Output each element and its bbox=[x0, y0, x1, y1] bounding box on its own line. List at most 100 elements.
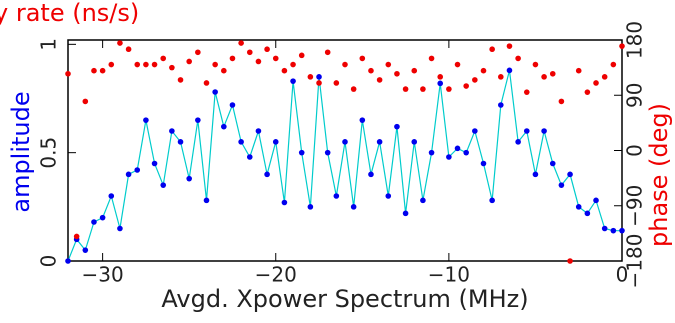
data-point bbox=[229, 102, 236, 108]
data-point bbox=[523, 89, 530, 95]
data-point bbox=[65, 70, 71, 77]
data-point bbox=[575, 204, 582, 210]
data-point bbox=[169, 64, 175, 71]
data-point bbox=[73, 233, 80, 240]
data-point bbox=[523, 128, 530, 134]
y2-tick-label: 180 bbox=[623, 21, 647, 59]
data-point bbox=[272, 139, 279, 145]
data-point bbox=[212, 61, 218, 68]
x-tick-label: −30 bbox=[82, 263, 124, 287]
data-point bbox=[472, 77, 478, 83]
data-point bbox=[246, 154, 253, 160]
data-point bbox=[541, 74, 547, 80]
data-point bbox=[125, 171, 132, 178]
data-point bbox=[498, 102, 504, 108]
y-tick-label: 0.5 bbox=[37, 137, 61, 169]
data-point bbox=[567, 258, 573, 264]
data-point bbox=[333, 193, 340, 199]
data-point bbox=[350, 86, 357, 92]
x-tick-label: 0 bbox=[616, 263, 629, 287]
data-point bbox=[359, 55, 366, 62]
data-point bbox=[333, 80, 340, 86]
data-point bbox=[498, 74, 504, 80]
data-point bbox=[515, 139, 521, 145]
data-point bbox=[324, 49, 331, 56]
data-point bbox=[298, 149, 305, 156]
plot-frame bbox=[67, 39, 623, 262]
data-point bbox=[454, 145, 461, 152]
data-point bbox=[610, 227, 617, 234]
data-point bbox=[99, 67, 106, 74]
data-point bbox=[385, 193, 392, 199]
data-point bbox=[316, 74, 322, 80]
data-point bbox=[420, 197, 426, 204]
data-point bbox=[91, 219, 97, 225]
data-point bbox=[368, 67, 374, 74]
data-point bbox=[463, 149, 469, 156]
data-point bbox=[203, 197, 210, 204]
x-axis-label: Avgd. Xpower Spectrum (MHz) bbox=[161, 285, 528, 313]
data-point bbox=[359, 117, 366, 123]
data-point bbox=[532, 171, 539, 178]
data-point bbox=[601, 225, 608, 232]
data-point bbox=[480, 160, 487, 167]
data-point bbox=[394, 70, 400, 77]
data-point bbox=[195, 49, 201, 56]
data-point bbox=[186, 58, 192, 65]
data-point bbox=[446, 86, 452, 92]
data-point bbox=[567, 171, 573, 178]
data-point bbox=[264, 171, 270, 178]
data-point bbox=[402, 210, 409, 217]
data-point bbox=[143, 117, 149, 123]
data-point bbox=[584, 210, 591, 217]
data-point bbox=[316, 80, 322, 86]
data-point bbox=[151, 160, 158, 167]
x-tick-label: −20 bbox=[255, 263, 297, 287]
data-point bbox=[151, 61, 158, 68]
data-point bbox=[506, 67, 513, 74]
data-point bbox=[281, 67, 288, 74]
data-point bbox=[290, 78, 296, 84]
data-point bbox=[177, 139, 184, 145]
data-point bbox=[506, 43, 513, 49]
data-point bbox=[420, 86, 426, 92]
data-point bbox=[186, 175, 192, 182]
data-point bbox=[575, 67, 582, 74]
data-point bbox=[307, 74, 314, 80]
data-point bbox=[65, 258, 71, 264]
data-point bbox=[558, 98, 565, 105]
data-point bbox=[385, 61, 392, 68]
data-point bbox=[290, 61, 296, 68]
data-point bbox=[463, 83, 469, 89]
data-point bbox=[212, 89, 218, 95]
data-point bbox=[160, 55, 167, 62]
y2-tick-label: 0 bbox=[623, 144, 647, 157]
data-point bbox=[558, 182, 565, 188]
x-tick-label: −10 bbox=[428, 263, 470, 287]
data-point bbox=[541, 128, 547, 134]
data-point bbox=[221, 123, 227, 130]
data-point bbox=[376, 77, 383, 83]
data-point bbox=[125, 46, 132, 53]
data-point bbox=[350, 204, 357, 210]
data-point bbox=[437, 80, 444, 87]
data-point bbox=[532, 61, 539, 68]
data-point bbox=[229, 55, 236, 62]
data-point bbox=[472, 128, 478, 134]
data-point bbox=[238, 40, 244, 46]
y-axis-label: amplitude bbox=[7, 91, 35, 212]
data-point bbox=[411, 139, 418, 145]
data-point bbox=[281, 199, 288, 206]
data-point bbox=[82, 247, 89, 253]
data-point bbox=[593, 80, 599, 86]
data-point bbox=[264, 46, 270, 53]
y2-tick-label: −180 bbox=[623, 234, 647, 289]
data-point bbox=[91, 67, 97, 74]
data-point bbox=[402, 86, 409, 92]
data-point bbox=[619, 43, 625, 49]
data-point bbox=[177, 77, 184, 83]
data-point bbox=[169, 128, 175, 134]
data-point bbox=[601, 74, 608, 80]
